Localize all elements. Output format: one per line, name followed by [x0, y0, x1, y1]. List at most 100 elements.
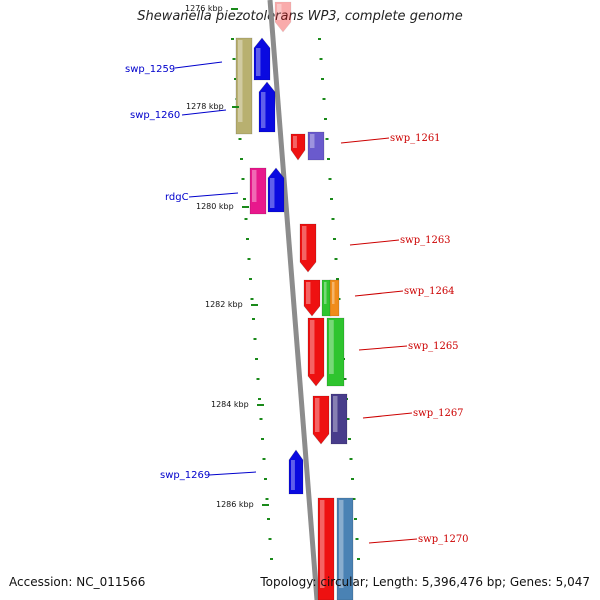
leader-line — [368, 538, 418, 544]
tick-mark — [346, 418, 350, 420]
scale-labels: 1276 kbp 1278 kbp 1280 kbp 1282 kbp 1284 kbp… — [185, 4, 269, 509]
tick-mark — [252, 318, 255, 320]
gene-feature[interactable] — [267, 167, 285, 213]
gene-feature[interactable] — [290, 133, 306, 161]
chromosome-backbone — [267, 0, 320, 600]
scale-label: 1282 kbp — [205, 300, 243, 309]
tick-mark — [322, 98, 326, 100]
tick-mark — [241, 178, 245, 180]
gene-feature[interactable] — [326, 317, 345, 387]
gene-features — [235, 1, 354, 600]
scale-label: 1284 kbp — [211, 400, 249, 409]
tick-mark — [240, 158, 243, 160]
tick-mark — [351, 478, 354, 480]
leader-line — [354, 290, 404, 297]
tick-mark — [328, 178, 332, 180]
major-tick — [257, 404, 264, 406]
gene-feature[interactable] — [274, 1, 292, 33]
tick-mark — [325, 138, 329, 140]
tick-mark — [232, 58, 236, 60]
tick-mark — [249, 278, 252, 280]
gene-label[interactable]: swp_1263 — [400, 235, 451, 246]
tick-mark — [319, 58, 323, 60]
leader-line — [362, 412, 413, 419]
leader-line — [340, 137, 390, 144]
gene-feature[interactable] — [235, 37, 253, 135]
tick-mark — [270, 558, 273, 560]
accession-text: Accession: NC_011566 — [9, 575, 146, 589]
major-tick — [232, 106, 239, 108]
tick-mark — [255, 358, 258, 360]
tick-mark — [331, 218, 335, 220]
gene-feature[interactable] — [321, 279, 332, 317]
gene-label[interactable]: swp_1269 — [160, 470, 210, 481]
tick-mark — [354, 518, 357, 520]
tick-mark — [265, 498, 269, 500]
leader-line — [349, 239, 400, 246]
leader-line — [208, 471, 257, 476]
major-tick — [231, 8, 238, 10]
tick-mark — [334, 258, 338, 260]
tick-mark — [234, 78, 237, 80]
tick-mark — [243, 198, 246, 200]
gene-feature[interactable] — [258, 81, 276, 133]
tick-mark — [333, 238, 336, 240]
tick-mark — [261, 438, 264, 440]
gene-label[interactable]: swp_1265 — [408, 341, 459, 352]
gene-feature[interactable] — [336, 497, 354, 600]
leader-line — [188, 192, 239, 198]
tick-mark — [357, 558, 360, 560]
tick-mark — [327, 158, 330, 160]
tick-mark — [238, 138, 242, 140]
gene-label[interactable]: swp_1259 — [125, 64, 175, 75]
tick-mark — [349, 458, 353, 460]
leader-line — [174, 61, 223, 69]
tick-mark — [246, 238, 249, 240]
tick-mark — [352, 498, 356, 500]
genome-title: Shewanella piezotolerans WP3, complete g… — [137, 9, 463, 24]
tick-mark — [231, 38, 234, 40]
tick-mark — [268, 538, 272, 540]
gene-label[interactable]: swp_1267 — [413, 408, 464, 419]
gene-feature[interactable] — [312, 395, 330, 445]
tick-mark — [262, 458, 266, 460]
scale-label: 1280 kbp — [196, 202, 234, 211]
gene-feature[interactable] — [329, 279, 340, 317]
gene-feature[interactable] — [330, 393, 348, 445]
tick-mark — [258, 398, 261, 400]
gene-label[interactable]: swp_1264 — [404, 286, 455, 297]
scale-label: 1276 kbp — [185, 4, 223, 13]
tick-mark — [343, 378, 347, 380]
tick-mark — [321, 78, 324, 80]
tick-mark — [264, 478, 267, 480]
scale-label: 1278 kbp — [186, 102, 224, 111]
tick-mark — [348, 438, 351, 440]
gene-feature[interactable] — [307, 317, 325, 387]
tick-mark — [324, 118, 327, 120]
tick-mark — [247, 258, 251, 260]
gene-label[interactable]: swp_1270 — [418, 534, 469, 545]
tick-mark — [259, 418, 263, 420]
tick-mark — [256, 378, 260, 380]
tick-mark — [318, 38, 321, 40]
major-tick — [262, 504, 269, 506]
gene-feature[interactable] — [307, 131, 325, 161]
gene-label[interactable]: rdgC — [165, 192, 189, 203]
tick-mark — [355, 538, 359, 540]
tick-mark — [267, 518, 270, 520]
leader-line — [181, 109, 227, 116]
gene-feature[interactable] — [249, 167, 267, 215]
genome-summary-text: Topology: circular; Length: 5,396,476 bp… — [260, 575, 590, 589]
gene-feature[interactable] — [288, 449, 304, 495]
gene-label[interactable]: swp_1260 — [130, 110, 180, 121]
tick-mark — [253, 338, 257, 340]
gene-label[interactable]: swp_1261 — [390, 133, 441, 144]
tick-mark — [330, 198, 333, 200]
gene-feature[interactable] — [253, 37, 271, 81]
gene-feature[interactable] — [303, 279, 321, 317]
gene-feature[interactable] — [317, 497, 335, 600]
major-tick — [251, 304, 258, 306]
tick-mark — [244, 218, 248, 220]
gene-feature[interactable] — [299, 223, 317, 273]
